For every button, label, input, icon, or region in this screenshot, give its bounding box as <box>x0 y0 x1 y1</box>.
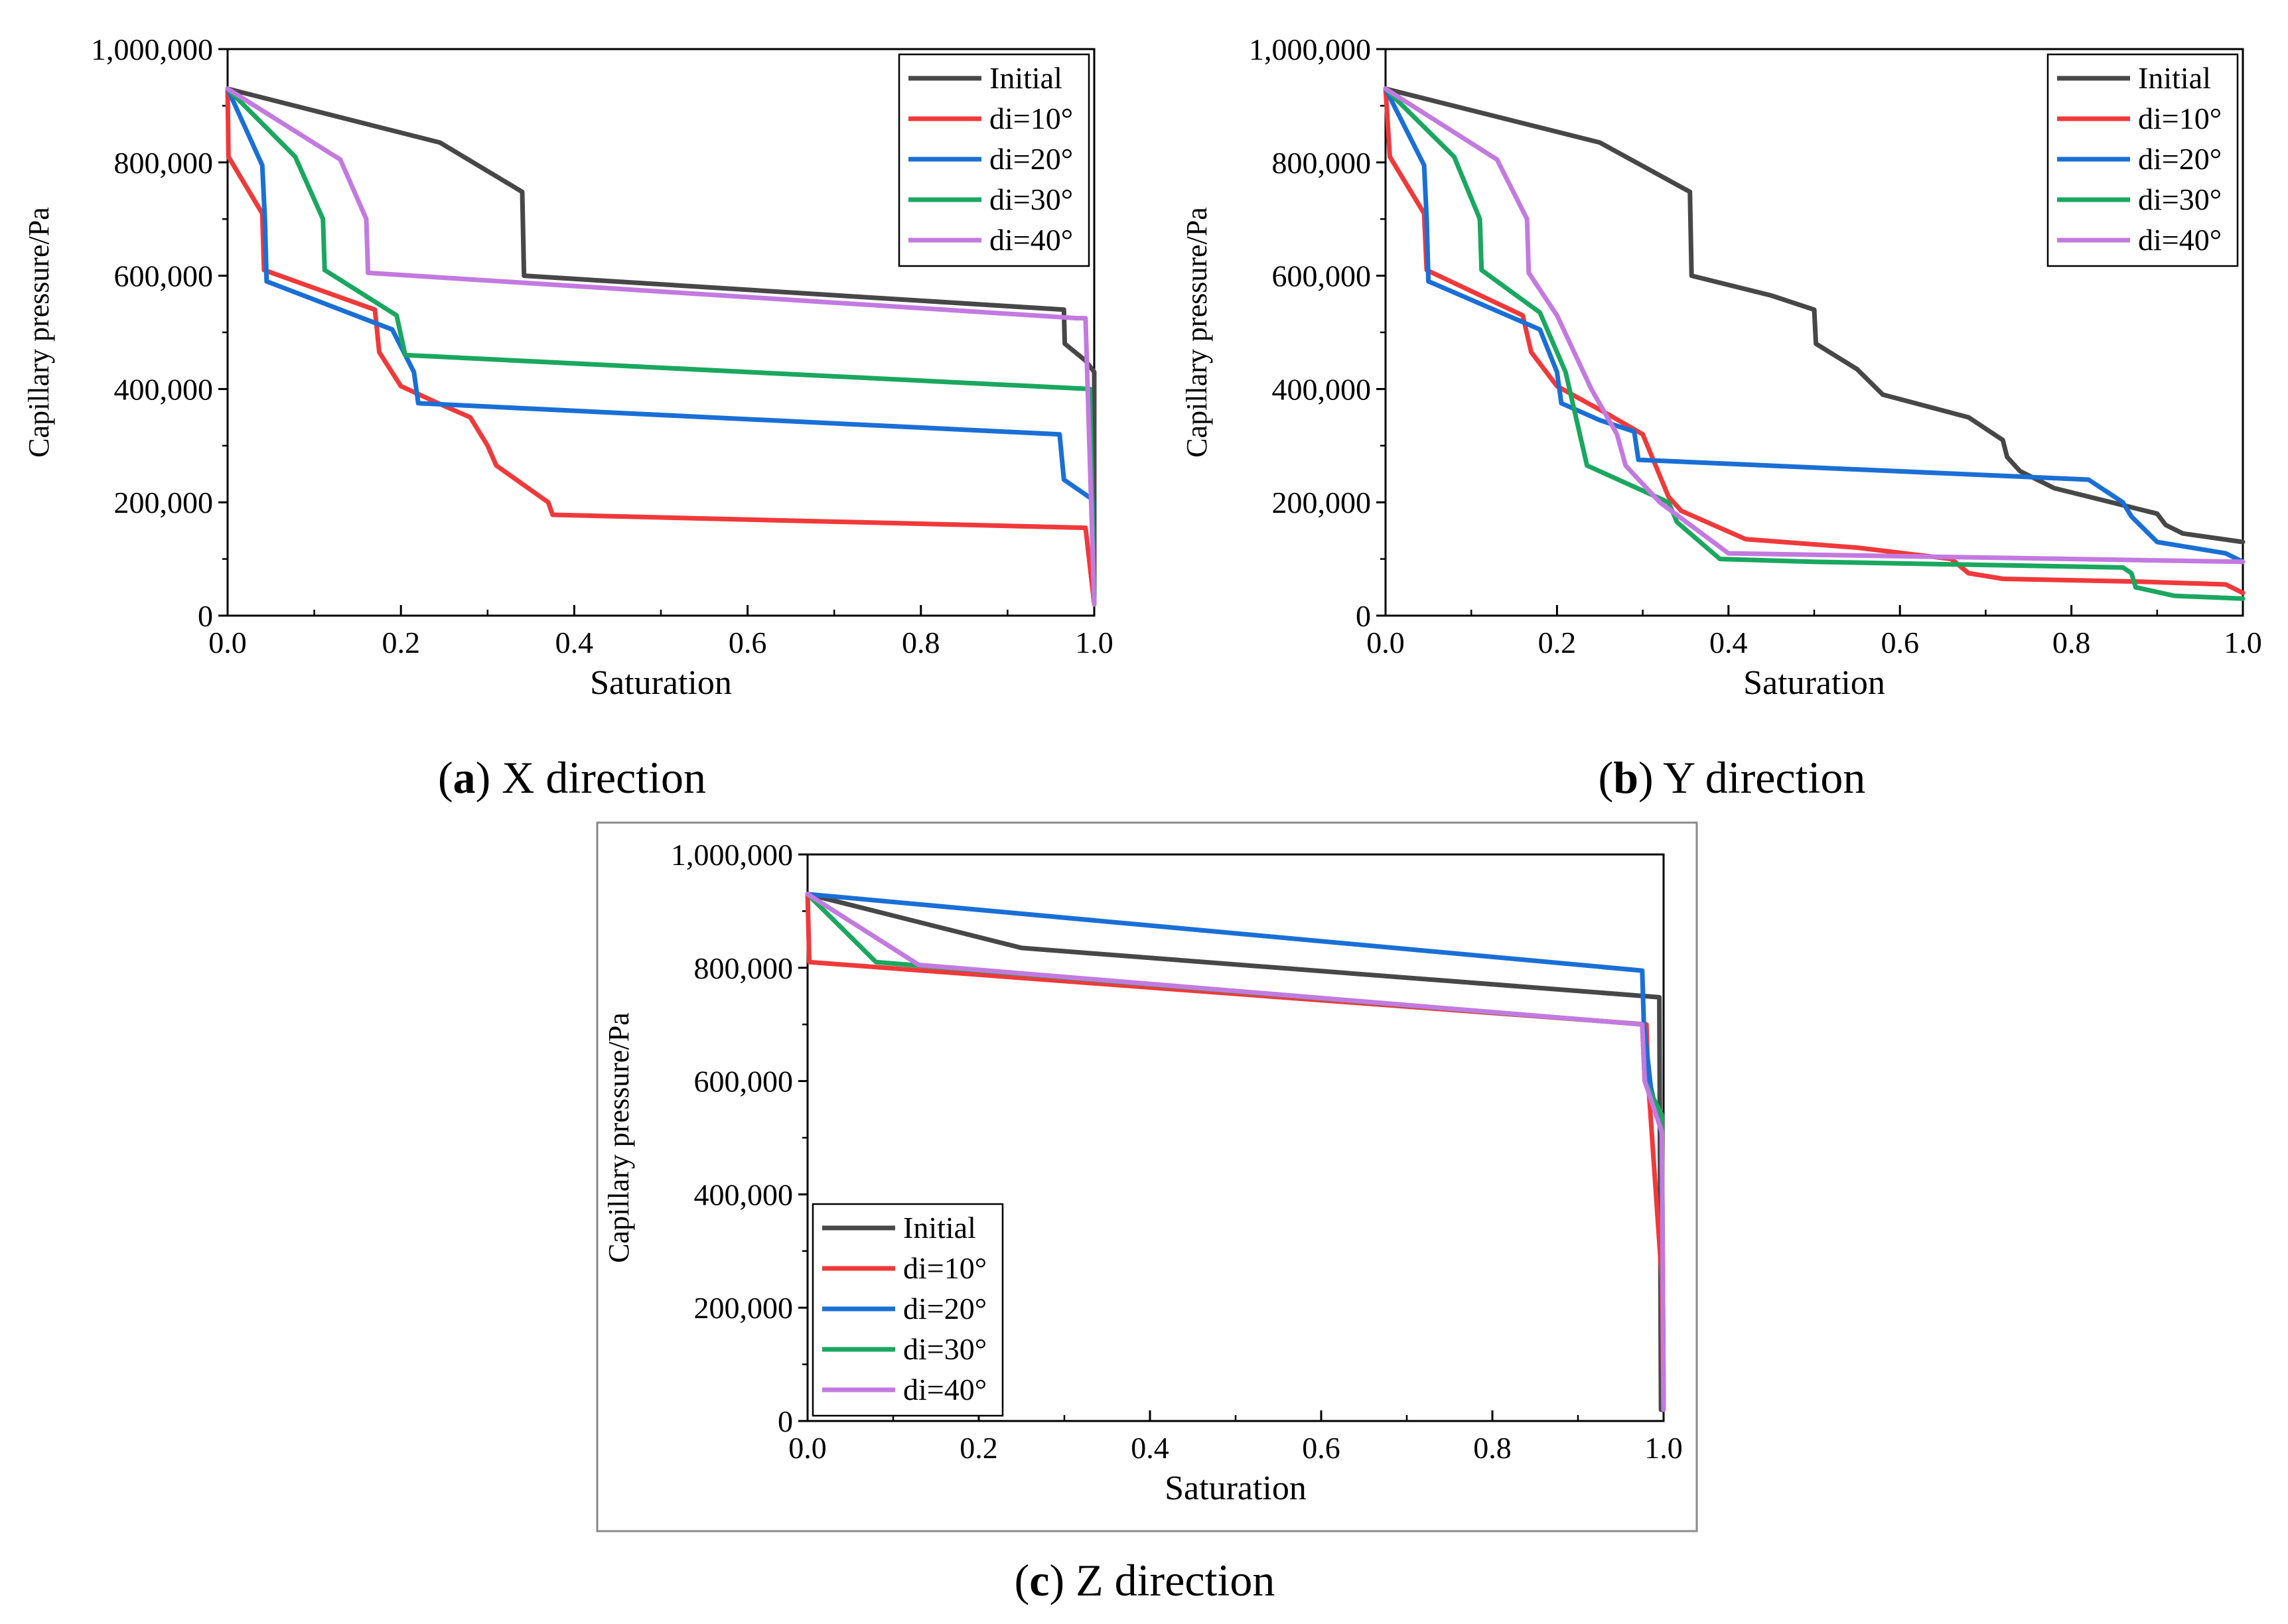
x-tick-label: 0.4 <box>555 626 594 659</box>
legend-entry-label: di=30° <box>2138 182 2222 216</box>
panel-caption: (a) X direction <box>438 752 706 803</box>
y-tick-label: 400,000 <box>694 1178 794 1211</box>
x-axis-label: Saturation <box>590 664 732 702</box>
y-tick-label: 200,000 <box>114 486 214 519</box>
x-tick-label: 0.8 <box>1473 1431 1512 1465</box>
y-tick-label: 1,000,000 <box>671 838 793 872</box>
legend-box <box>2046 53 2239 267</box>
chart-panel-b: 0.0 0.2 0.4 0.6 0.8 1.0 0 200,000 400,000 600,000… <box>1180 33 2262 803</box>
panel-c-frame <box>596 821 1698 1532</box>
x-tick-label: 1.0 <box>1075 626 1113 659</box>
legend-entry-label: di=20° <box>903 1292 987 1325</box>
x-tick-label: 0.8 <box>2052 626 2091 659</box>
legend-entry-label: Initial <box>2138 61 2211 95</box>
y-axis-label: Capillary pressure/Pa <box>23 207 55 458</box>
legend-entry-label: di=20° <box>989 142 1073 176</box>
caption-text: X direction <box>502 752 706 803</box>
y-tick-label: 0 <box>778 1404 793 1438</box>
y-tick-label: 200,000 <box>694 1291 794 1325</box>
caption-paren-open: ( <box>1015 1555 1030 1605</box>
panel-caption: (c) Z direction <box>1015 1555 1275 1605</box>
legend-entry-label: di=40° <box>903 1373 987 1406</box>
y-tick-label: 800,000 <box>694 951 794 985</box>
x-tick-label: 0.2 <box>960 1431 998 1465</box>
x-tick-label: 0.4 <box>1709 626 1748 659</box>
caption-paren-open: ( <box>1599 752 1614 803</box>
series-line-di20 <box>1383 86 2246 565</box>
series-line-di30 <box>225 86 1097 607</box>
legend-entry-label: di=10° <box>2138 102 2222 135</box>
y-axis-label: Capillary pressure/Pa <box>603 1012 635 1263</box>
y-tick-label: 200,000 <box>1272 486 1372 519</box>
legend-entry-label: di=20° <box>2138 142 2222 176</box>
y-tick-label: 400,000 <box>1272 372 1372 406</box>
series-line-di40 <box>805 892 1666 1412</box>
legend-entry-label: Initial <box>989 61 1062 95</box>
legend-entry-label: di=10° <box>903 1251 987 1285</box>
legend-entry-label: di=10° <box>989 102 1073 135</box>
caption-letter: a <box>453 752 476 803</box>
y-tick-label: 800,000 <box>1272 146 1372 180</box>
y-tick-label: 400,000 <box>114 372 214 406</box>
caption-letter: c <box>1029 1555 1049 1605</box>
series-line-di40 <box>225 86 1097 607</box>
y-tick-label: 600,000 <box>1272 259 1372 293</box>
y-axis-label: Capillary pressure/Pa <box>1180 207 1213 458</box>
legend-entry-label: di=40° <box>2138 223 2222 257</box>
caption-paren-close: ) <box>1049 1555 1076 1605</box>
x-tick-label: 0.4 <box>1131 1431 1169 1465</box>
legend-entry-label: di=30° <box>903 1332 987 1366</box>
legend: Initial di=10° di=20° di=30° di=40° <box>2046 53 2239 267</box>
x-tick-label: 0.8 <box>902 626 940 659</box>
x-axis-label: Saturation <box>1743 664 1885 702</box>
caption-text: Z direction <box>1076 1555 1275 1605</box>
x-tick-label: 0.0 <box>788 1431 827 1465</box>
series-line-initial <box>1383 86 2246 545</box>
caption-paren-open: ( <box>438 752 453 803</box>
panel-caption: (b) Y direction <box>1599 752 1866 803</box>
x-axis-label: Saturation <box>1165 1469 1307 1507</box>
y-tick-label: 1,000,000 <box>1249 33 1371 66</box>
chart-panel-a: 0.0 0.2 0.4 0.6 0.8 1.0 0 200,000 400,000 600,000… <box>23 33 1113 803</box>
x-tick-label: 0.0 <box>208 626 247 659</box>
chart-panel-c: 0.0 0.2 0.4 0.6 0.8 1.0 0 200,000 400,000 600,000… <box>603 838 1683 1605</box>
legend-entry-label: di=40° <box>989 223 1073 257</box>
caption-paren-close: ) <box>1638 752 1663 803</box>
x-tick-label: 1.0 <box>2224 626 2262 659</box>
y-tick-label: 0 <box>198 599 213 633</box>
series-line-di40 <box>1383 86 2246 565</box>
legend: Initial di=10° di=20° di=30° di=40° <box>812 1203 1004 1417</box>
y-tick-label: 0 <box>1356 599 1371 633</box>
series-line-initial <box>225 86 1097 607</box>
x-tick-label: 0.2 <box>1538 626 1577 659</box>
caption-letter: b <box>1613 752 1638 803</box>
series-line-di20 <box>225 86 1097 607</box>
y-tick-label: 600,000 <box>694 1065 794 1099</box>
y-tick-label: 800,000 <box>114 146 214 180</box>
x-tick-label: 0.2 <box>382 626 420 659</box>
legend-entry-label: Initial <box>903 1211 976 1245</box>
x-tick-label: 0.6 <box>1302 1431 1340 1465</box>
y-tick-label: 1,000,000 <box>91 33 213 66</box>
legend: Initial di=10° di=20° di=30° di=40° <box>898 53 1090 267</box>
x-tick-label: 1.0 <box>1644 1431 1683 1465</box>
caption-text: Y direction <box>1663 752 1865 803</box>
x-tick-label: 0.0 <box>1366 626 1405 659</box>
caption-paren-close: ) <box>476 752 502 803</box>
legend-entry-label: di=30° <box>989 182 1073 216</box>
y-tick-label: 600,000 <box>114 259 214 293</box>
x-tick-label: 0.6 <box>729 626 767 659</box>
x-tick-label: 0.6 <box>1881 626 1919 659</box>
